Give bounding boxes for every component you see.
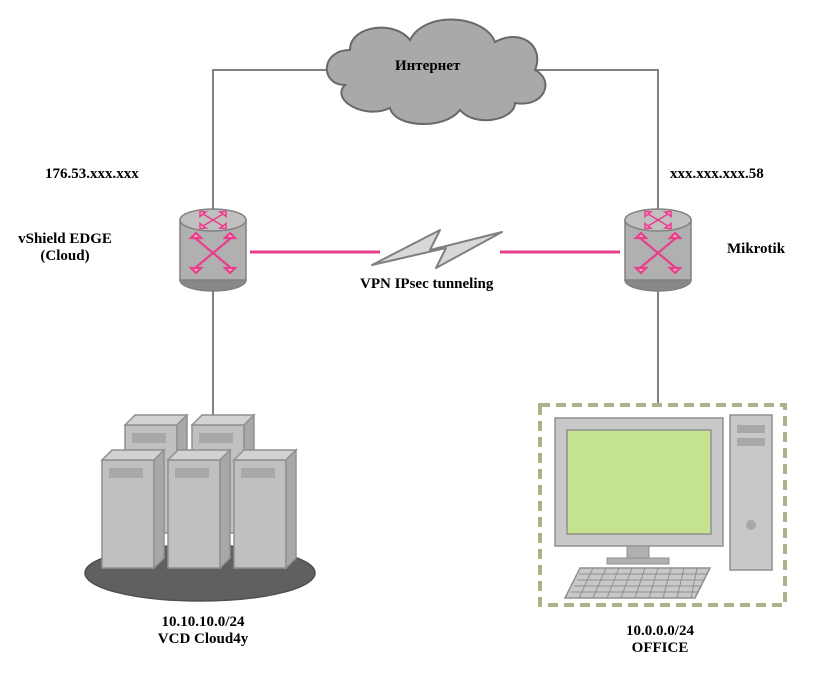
left-ip-label: 176.53.xxx.xxx — [45, 166, 139, 183]
office-pc — [540, 405, 785, 605]
router-left — [180, 209, 246, 291]
server-cluster — [85, 415, 315, 601]
lightning-icon — [372, 230, 502, 268]
tunnel-label: VPN IPsec tunneling — [360, 276, 493, 293]
right-device-label: Mikrotik — [727, 241, 785, 258]
right-net-label: 10.0.0.0/24 OFFICE — [605, 623, 715, 657]
left-net-label: 10.10.10.0/24 VCD Cloud4y — [148, 614, 258, 648]
internet-label: Интернет — [395, 58, 460, 75]
right-ip-label: xxx.xxx.xxx.58 — [670, 166, 764, 183]
diagram-canvas — [0, 0, 828, 677]
router-right — [625, 209, 691, 291]
left-device-label: vShield EDGE (Cloud) — [10, 231, 120, 265]
